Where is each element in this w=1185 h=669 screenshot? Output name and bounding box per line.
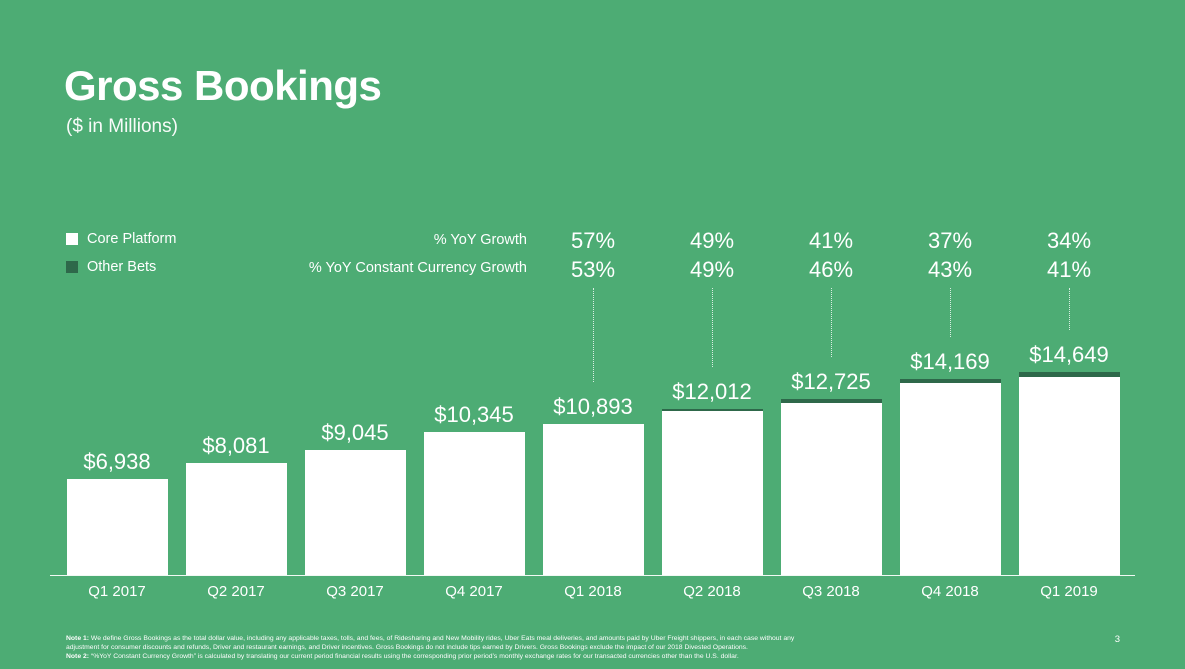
x-axis-label: Q4 2018 <box>921 583 979 600</box>
bar-value-label: $6,938 <box>83 449 151 474</box>
bar-q1-2018 <box>542 424 644 575</box>
bar-value-label: $14,649 <box>1029 342 1109 367</box>
yoy-growth-value: 34% <box>1046 228 1092 253</box>
yoy-growth-value: 37% <box>927 228 973 253</box>
bar-value-label: $10,345 <box>434 402 514 427</box>
bar-value-label: $12,012 <box>672 379 752 404</box>
other-bets-segment <box>661 409 763 411</box>
page-title: Gross Bookings <box>64 62 382 109</box>
footnote-2-label: Note 2: <box>66 653 90 660</box>
legend-swatch-other-bets <box>66 261 78 273</box>
yoy-cc-growth-row-label: % YoY Constant Currency Growth <box>308 260 527 276</box>
x-axis-label: Q2 2018 <box>683 583 741 600</box>
bar-q1-2019 <box>1018 372 1120 575</box>
footnote-1: Note 1: We define Gross Bookings as the … <box>66 635 794 651</box>
footnote-1-label: Note 1: <box>66 635 90 642</box>
bar-q4-2017 <box>423 432 525 575</box>
footnote-2: Note 2: “%YoY Constant Currency Growth” … <box>66 653 739 660</box>
footnote-1-text: We define Gross Bookings as the total do… <box>66 635 795 651</box>
x-axis-label: Q3 2017 <box>326 583 384 600</box>
growth-connector-line <box>1069 288 1070 330</box>
yoy-growth-value: 49% <box>689 228 735 253</box>
yoy-growth-value: 57% <box>570 228 616 253</box>
x-axis-label: Q1 2018 <box>564 583 622 600</box>
growth-connector-line <box>831 288 832 357</box>
yoy-cc-growth-value: 46% <box>808 257 854 282</box>
footnotes: Note 1: We define Gross Bookings as the … <box>66 634 818 661</box>
legend-swatch-core-platform <box>66 233 78 245</box>
bar-value-label: $12,725 <box>791 369 871 394</box>
bar-value-label: $8,081 <box>202 433 270 458</box>
legend-label-other-bets: Other Bets <box>87 259 157 275</box>
yoy-growth-value: 41% <box>808 228 854 253</box>
growth-connector-line <box>593 288 594 382</box>
other-bets-segment <box>899 379 1001 383</box>
x-axis-line <box>50 575 1135 576</box>
bar-q3-2018 <box>780 399 882 575</box>
x-axis-label: Q1 2017 <box>88 583 146 600</box>
bar-value-label: $14,169 <box>910 349 990 374</box>
growth-connector-line <box>712 288 713 367</box>
yoy-cc-growth-value: 43% <box>927 257 973 282</box>
x-axis-label: Q4 2017 <box>445 583 503 600</box>
yoy-cc-growth-value: 53% <box>570 257 616 282</box>
page-number: 3 <box>1114 634 1120 645</box>
x-axis-label: Q1 2019 <box>1040 583 1098 600</box>
bar-q2-2017 <box>185 463 287 575</box>
yoy-cc-growth-value: 49% <box>689 257 735 282</box>
page-subtitle: ($ in Millions) <box>66 116 178 137</box>
x-axis-label: Q3 2018 <box>802 583 860 600</box>
other-bets-segment <box>780 399 882 403</box>
x-axis-label: Q2 2017 <box>207 583 265 600</box>
bar-value-label: $9,045 <box>321 420 389 445</box>
bar-q3-2017 <box>304 450 406 575</box>
yoy-growth-row-label: % YoY Growth <box>433 232 527 248</box>
bar-value-label: $10,893 <box>553 394 633 419</box>
yoy-cc-growth-value: 41% <box>1046 257 1092 282</box>
bar-q4-2018 <box>899 379 1001 575</box>
legend-label-core-platform: Core Platform <box>87 231 177 247</box>
bar-q2-2018 <box>661 409 763 575</box>
bar-q1-2017 <box>66 479 168 575</box>
footnote-2-text: “%YoY Constant Currency Growth” is calcu… <box>89 653 739 660</box>
growth-connector-line <box>950 288 951 337</box>
other-bets-segment <box>1018 372 1120 377</box>
